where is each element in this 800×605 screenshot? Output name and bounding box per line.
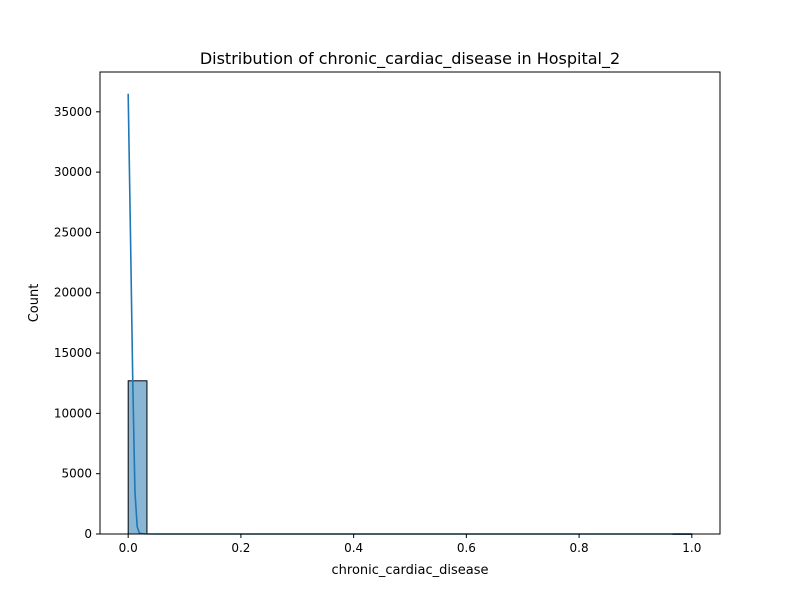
x-tick-label: 0.4 <box>344 541 363 555</box>
x-tick-label: 0.6 <box>457 541 476 555</box>
y-axis-label: Count <box>27 284 42 323</box>
y-tick-label: 30000 <box>54 165 92 179</box>
y-tick-label: 10000 <box>54 406 92 420</box>
chart-title: Distribution of chronic_cardiac_disease … <box>200 49 620 69</box>
y-tick-label: 35000 <box>54 105 92 119</box>
y-tick-label: 5000 <box>61 467 92 481</box>
plot-frame <box>99 71 721 535</box>
y-tick-label: 0 <box>84 527 92 541</box>
x-tick-label: 0.0 <box>119 541 138 555</box>
x-tick-label: 0.2 <box>231 541 250 555</box>
histogram-bar <box>127 380 148 535</box>
x-tick-label: 0.8 <box>570 541 589 555</box>
y-axis: 0 5000 10000 15000 20000 25000 30000 35000 <box>54 105 100 541</box>
y-tick-label: 15000 <box>54 346 92 360</box>
x-axis: 0.0 0.2 0.4 0.6 0.8 1.0 <box>119 534 701 555</box>
x-axis-label: chronic_cardiac_disease <box>332 563 489 578</box>
y-tick-label: 20000 <box>54 286 92 300</box>
x-tick-label: 1.0 <box>682 541 701 555</box>
y-tick-label: 25000 <box>54 225 92 239</box>
